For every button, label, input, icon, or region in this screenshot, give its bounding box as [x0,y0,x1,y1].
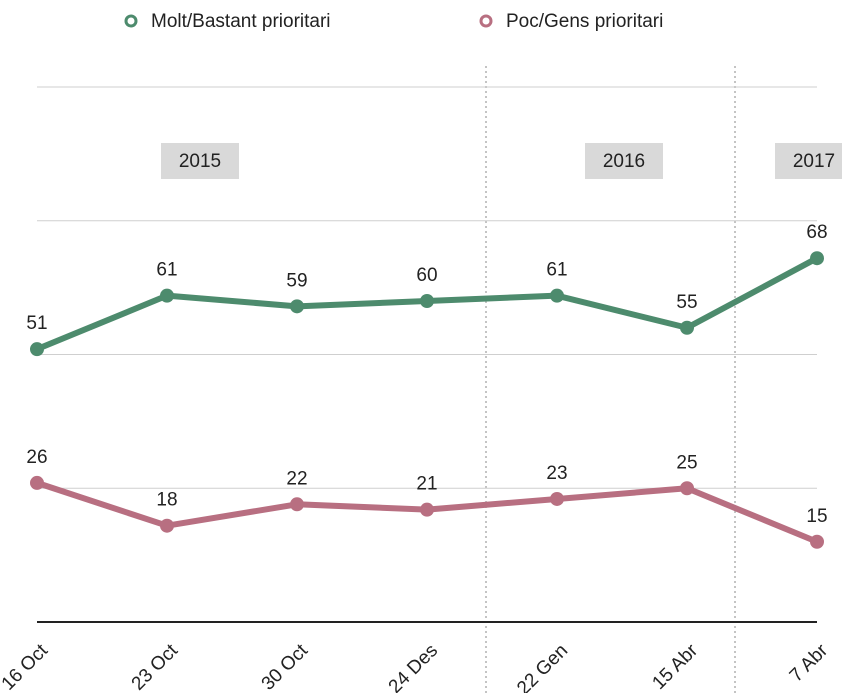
data-point [30,475,44,490]
data-label: 59 [286,270,307,291]
data-point [550,288,564,303]
data-point [290,299,304,314]
data-label: 18 [156,490,177,511]
data-label: 61 [156,260,177,281]
data-point [290,497,304,512]
data-label: 25 [676,452,697,473]
data-label: 15 [806,506,827,527]
x-tick-label: 7 Abr [786,640,833,687]
data-label: 22 [286,468,307,489]
x-tick-label: 22 Gen [513,640,572,693]
x-tick-label: 30 Oct [258,640,313,693]
legend-label: Molt/Bastant prioritari [151,11,331,32]
legend-label: Poc/Gens prioritari [506,11,663,32]
data-label: 55 [676,292,697,313]
data-label: 60 [416,265,437,286]
data-label: 23 [546,463,567,484]
data-label: 61 [546,260,567,281]
data-point [160,518,174,533]
data-label: 26 [26,447,47,468]
data-label: 51 [26,313,47,334]
data-point [420,502,434,517]
year-label: 2017 [793,151,835,172]
legend-marker [124,14,138,28]
year-box [161,143,239,179]
legend-marker [479,14,493,28]
data-point [680,320,694,335]
data-point [680,481,694,496]
data-point [160,288,174,303]
data-point [420,294,434,308]
data-label: 21 [416,474,437,495]
x-tick-label: 24 Des [385,640,442,693]
data-point [810,251,824,266]
data-point [810,534,824,549]
x-tick-label: 15 Abr [648,640,702,693]
data-label: 68 [806,222,827,243]
data-point [550,491,564,506]
x-tick-label: 16 Oct [0,640,53,693]
x-tick-label: 23 Oct [128,640,183,693]
data-point [30,342,44,357]
year-label: 2015 [179,151,221,172]
year-box [775,143,842,179]
year-box [585,143,663,179]
year-label: 2016 [603,151,645,172]
